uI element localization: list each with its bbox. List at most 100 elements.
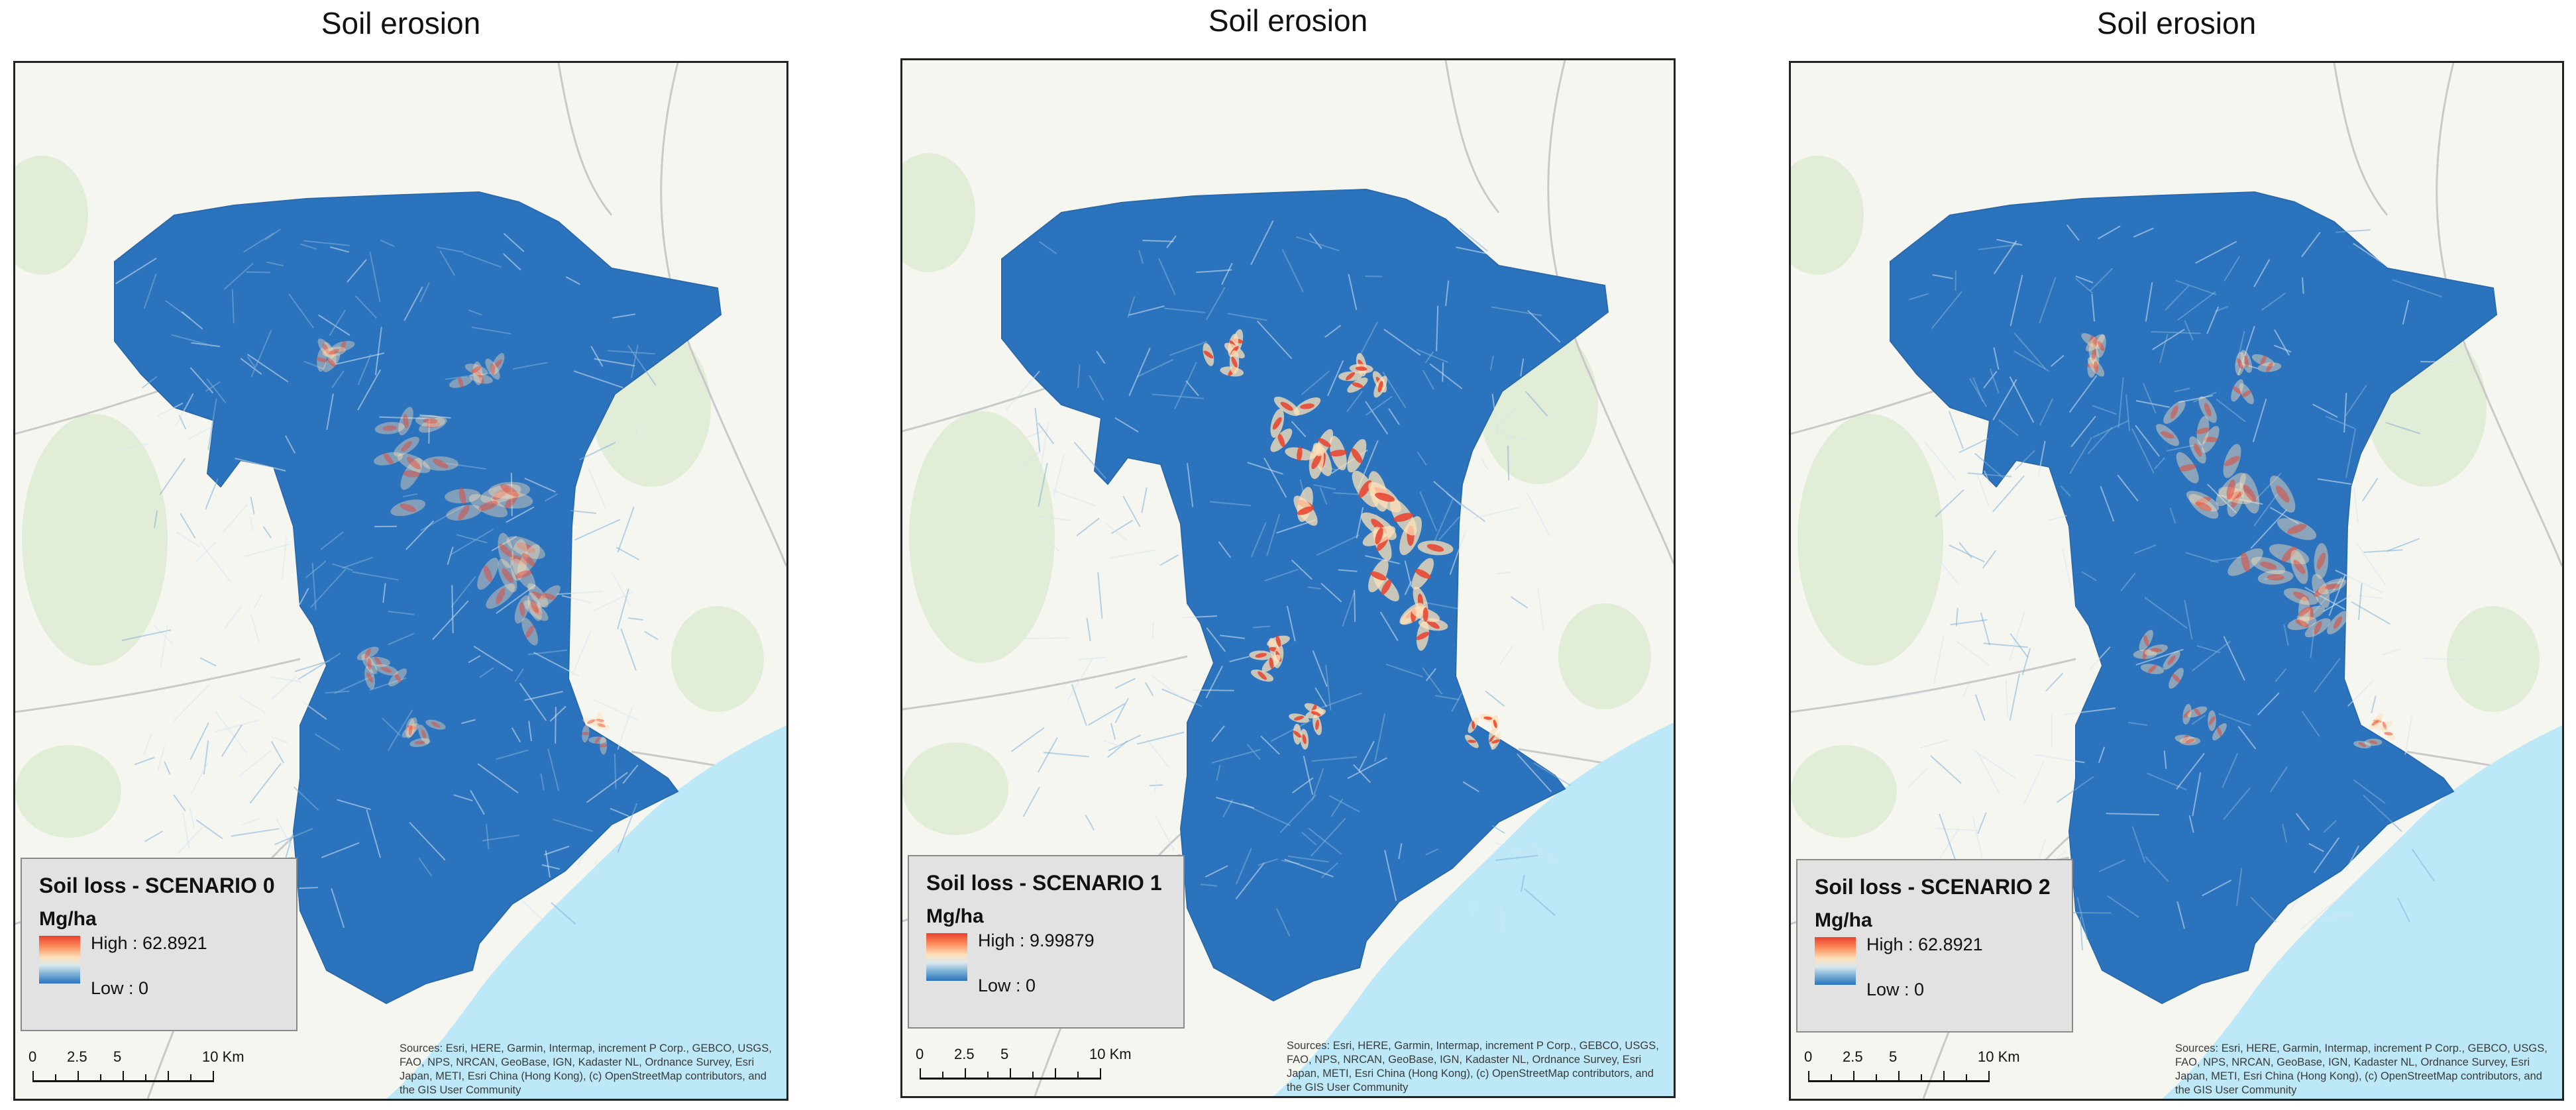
erosion-streak <box>2131 428 2155 474</box>
erosion-streak <box>1935 555 1960 585</box>
erosion-medium <box>446 505 482 521</box>
erosion-streak <box>1097 572 1103 619</box>
erosion-streak <box>511 727 521 742</box>
erosion-streak <box>176 531 201 548</box>
erosion-streak <box>2314 658 2341 693</box>
erosion-streak <box>2250 509 2288 549</box>
erosion-high <box>1416 632 1430 640</box>
erosion-high <box>382 425 398 431</box>
erosion-streak <box>617 803 638 853</box>
erosion-streak <box>570 509 596 515</box>
erosion-streak <box>1358 740 1375 772</box>
erosion-streak <box>2355 542 2387 586</box>
erosion-streak <box>1206 627 1226 652</box>
erosion-streak <box>253 593 262 609</box>
erosion-high <box>2298 607 2311 617</box>
erosion-streak <box>2325 415 2355 429</box>
erosion-streak <box>1144 681 1154 697</box>
erosion-streak <box>269 676 302 683</box>
erosion-streak <box>2301 711 2320 737</box>
erosion-streak <box>1301 831 1317 846</box>
erosion-streak <box>1039 516 1071 521</box>
erosion-streak <box>1976 752 2000 795</box>
erosion-streak <box>1442 362 1444 382</box>
erosion-high <box>472 369 483 378</box>
erosion-streak <box>1346 390 1364 412</box>
erosion-high <box>1203 350 1214 359</box>
erosion-streak <box>299 243 317 250</box>
erosion-medium <box>364 666 375 689</box>
legend-low-value: Low : 0 <box>978 976 1036 995</box>
erosion-streak <box>2061 548 2072 589</box>
erosion-streak <box>1038 423 1055 444</box>
erosion-high <box>502 568 513 583</box>
erosion-streak <box>2257 692 2280 716</box>
erosion-medium <box>374 452 403 466</box>
erosion-streak <box>369 677 407 691</box>
map-frame[interactable]: Soil loss - SCENARIO 0 Mg/ha High : 62.8… <box>13 61 788 1101</box>
erosion-streak <box>1526 491 1551 537</box>
erosion-streak <box>1520 358 1525 377</box>
erosion-high <box>1231 356 1238 368</box>
erosion-streak <box>1096 350 1106 364</box>
erosion-streak <box>555 707 557 744</box>
erosion-streak <box>2402 299 2410 325</box>
erosion-streak <box>2353 242 2390 268</box>
erosion-streak <box>1956 640 1990 666</box>
erosion-medium <box>366 656 390 667</box>
erosion-streak <box>545 850 551 878</box>
erosion-streak <box>171 334 213 347</box>
erosion-streak <box>2135 425 2160 457</box>
erosion-streak <box>1067 658 1093 701</box>
erosion-streak <box>1279 794 1317 833</box>
erosion-streak <box>1398 843 1403 860</box>
erosion-streak <box>1499 905 1505 933</box>
erosion-medium <box>405 718 415 739</box>
erosion-medium <box>510 539 528 581</box>
erosion-streak <box>1209 501 1251 507</box>
erosion-high <box>496 587 506 605</box>
erosion-streak <box>1164 307 1206 313</box>
erosion-streak <box>223 262 254 290</box>
erosion-streak <box>2060 485 2071 497</box>
vegetation-patch <box>1791 156 1864 275</box>
erosion-streak <box>2295 813 2310 831</box>
erosion-high <box>1352 382 1364 388</box>
map-frame[interactable]: Soil loss - SCENARIO 1 Mg/ha High : 9.99… <box>900 58 1676 1098</box>
erosion-streak <box>486 824 490 850</box>
erosion-texture <box>115 228 659 947</box>
erosion-streak <box>1205 666 1223 699</box>
erosion-high <box>2097 340 2105 352</box>
erosion-medium <box>498 558 517 593</box>
erosion-streak <box>294 660 331 672</box>
erosion-streak <box>1142 239 1174 242</box>
erosion-high <box>328 348 340 355</box>
erosion-streak <box>2009 611 2025 661</box>
erosion-high <box>2224 456 2240 466</box>
erosion-high <box>2094 361 2098 373</box>
erosion-streak <box>1510 596 1529 609</box>
erosion-streak <box>2253 259 2271 287</box>
erosion-streak <box>496 584 536 614</box>
erosion-streak <box>243 232 274 253</box>
erosion-streak <box>2147 772 2187 791</box>
erosion-high <box>1377 381 1383 393</box>
erosion-streak <box>1424 601 1458 609</box>
erosion-streak <box>419 414 451 419</box>
erosion-streak <box>250 615 260 642</box>
erosion-streak <box>1330 798 1344 817</box>
erosion-streak <box>2210 556 2246 562</box>
erosion-streak <box>2075 276 2094 283</box>
erosion-streak <box>2133 544 2157 554</box>
erosion-streak <box>1347 757 1387 780</box>
map-frame[interactable]: Soil loss - SCENARIO 2 Mg/ha High : 62.8… <box>1789 61 2564 1101</box>
erosion-streak <box>331 370 345 388</box>
erosion-streak <box>1309 232 1322 250</box>
erosion-streak <box>178 827 203 854</box>
erosion-streak <box>2098 225 2121 240</box>
erosion-streak <box>592 698 639 721</box>
erosion-streak <box>239 695 266 714</box>
erosion-streak <box>456 534 488 544</box>
erosion-streak <box>1962 682 1970 698</box>
erosion-medium <box>582 717 600 726</box>
